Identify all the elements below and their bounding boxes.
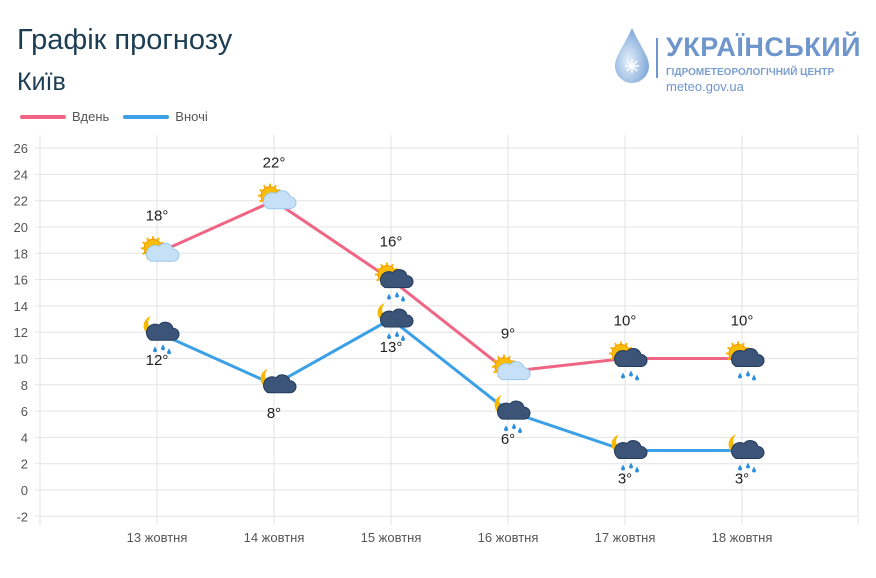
raindrop xyxy=(153,346,157,353)
raindrop xyxy=(167,348,171,355)
data-label: 18° xyxy=(146,207,169,224)
x-tick-label: 16 жовтня xyxy=(478,530,539,545)
raindrop xyxy=(161,344,165,351)
moon-rain-cloud-icon xyxy=(611,434,648,473)
legend-swatch-day xyxy=(20,114,66,119)
legend-swatch-night xyxy=(123,114,170,119)
raindrop xyxy=(518,427,522,434)
data-label: 3° xyxy=(618,471,632,488)
sun-cloud-icon xyxy=(492,354,531,381)
raindrop xyxy=(621,372,625,379)
y-tick-label: 0 xyxy=(21,483,28,498)
y-tick-label: 4 xyxy=(21,430,28,445)
y-tick-label: 2 xyxy=(21,457,28,472)
raindrop xyxy=(752,466,756,473)
x-tick-label: 14 жовтня xyxy=(244,530,305,545)
y-tick-label: 14 xyxy=(14,299,28,314)
page-title: Графік прогнозу xyxy=(17,24,233,56)
x-tick-label: 15 жовтня xyxy=(361,530,422,545)
raindrop xyxy=(621,464,625,471)
moon-rain-cloud-icon xyxy=(143,316,180,355)
raindrop xyxy=(512,423,516,430)
cloud xyxy=(380,308,414,328)
data-label: 3° xyxy=(735,471,749,488)
raindrop xyxy=(746,462,750,469)
city-name: Київ xyxy=(17,68,66,96)
raindrop xyxy=(738,464,742,471)
raindrop xyxy=(387,293,391,300)
y-tick-label: 10 xyxy=(14,352,28,367)
logo-url[interactable]: meteo.gov.ua xyxy=(666,79,744,94)
cloud xyxy=(263,374,297,394)
x-tick-label: 13 жовтня xyxy=(127,530,188,545)
sun-rain-cloud-icon xyxy=(609,341,648,381)
cloud xyxy=(263,190,297,210)
y-tick-label: 6 xyxy=(21,404,28,419)
cloud xyxy=(731,348,765,367)
data-label: 8° xyxy=(267,405,281,422)
y-tick-label: 26 xyxy=(14,141,28,156)
cloud xyxy=(497,400,531,420)
x-tick-label: 18 жовтня xyxy=(712,530,773,545)
sun-cloud-icon xyxy=(141,236,180,262)
hydromet-logo[interactable]: УКРАЇНСЬКИЙ ГІДРОМЕТЕОРОЛОГІЧНИЙ ЦЕНТР m… xyxy=(610,26,870,98)
legend-item-night[interactable]: Вночі xyxy=(123,109,208,124)
cloud xyxy=(614,440,648,460)
sun-rain-cloud-icon xyxy=(726,341,765,381)
raindrop xyxy=(635,466,639,473)
data-label: 10° xyxy=(731,313,754,330)
y-tick-label: 8 xyxy=(21,378,28,393)
data-label: 9° xyxy=(501,326,515,343)
logo-divider xyxy=(656,38,658,78)
raindrop xyxy=(387,333,391,340)
data-label: 13° xyxy=(380,339,403,356)
y-tick-label: 20 xyxy=(14,220,28,235)
raindrop xyxy=(752,374,756,381)
moon-rain-cloud-icon xyxy=(377,303,414,342)
y-tick-label: 18 xyxy=(14,246,28,261)
moon-rain-cloud-icon xyxy=(494,395,531,434)
logo-name: УКРАЇНСЬКИЙ xyxy=(666,32,862,62)
data-label: 22° xyxy=(263,155,286,172)
raindrop xyxy=(746,370,750,377)
raindrop xyxy=(504,425,508,432)
raindrop xyxy=(395,291,399,298)
raindrop xyxy=(395,331,399,338)
cloud xyxy=(146,321,180,341)
data-label: 16° xyxy=(380,234,403,251)
cloud xyxy=(731,440,765,460)
cloud xyxy=(497,361,531,381)
legend-label-day: Вдень xyxy=(72,109,110,124)
raindrop xyxy=(635,374,639,381)
cloud xyxy=(146,242,180,262)
data-label: 12° xyxy=(146,352,169,369)
y-tick-label: 22 xyxy=(14,194,28,209)
cloud xyxy=(614,348,648,367)
raindrop xyxy=(401,295,405,302)
data-label: 6° xyxy=(501,431,515,448)
raindrop xyxy=(401,335,405,342)
cloud xyxy=(380,269,414,289)
y-tick-label: 12 xyxy=(14,325,28,340)
moon-cloud-icon xyxy=(260,368,297,394)
raindrop xyxy=(629,462,633,469)
y-tick-label: 24 xyxy=(14,167,28,182)
y-tick-label: -2 xyxy=(16,509,28,524)
y-tick-label: 16 xyxy=(14,273,28,288)
chart-legend: Вдень Вночі xyxy=(20,109,222,124)
legend-item-day[interactable]: Вдень xyxy=(20,109,109,124)
data-label: 10° xyxy=(614,313,637,330)
legend-label-night: Вночі xyxy=(175,109,208,124)
logo-subtitle: ГІДРОМЕТЕОРОЛОГІЧНИЙ ЦЕНТР xyxy=(666,67,835,78)
sun-cloud-icon xyxy=(258,183,297,210)
sun-rain-cloud-icon xyxy=(375,262,414,302)
raindrop xyxy=(629,370,633,377)
x-tick-label: 17 жовтня xyxy=(595,530,656,545)
water-drop-icon xyxy=(615,28,649,83)
moon-rain-cloud-icon xyxy=(728,434,765,473)
raindrop xyxy=(738,372,742,379)
series-line-day xyxy=(156,198,742,374)
